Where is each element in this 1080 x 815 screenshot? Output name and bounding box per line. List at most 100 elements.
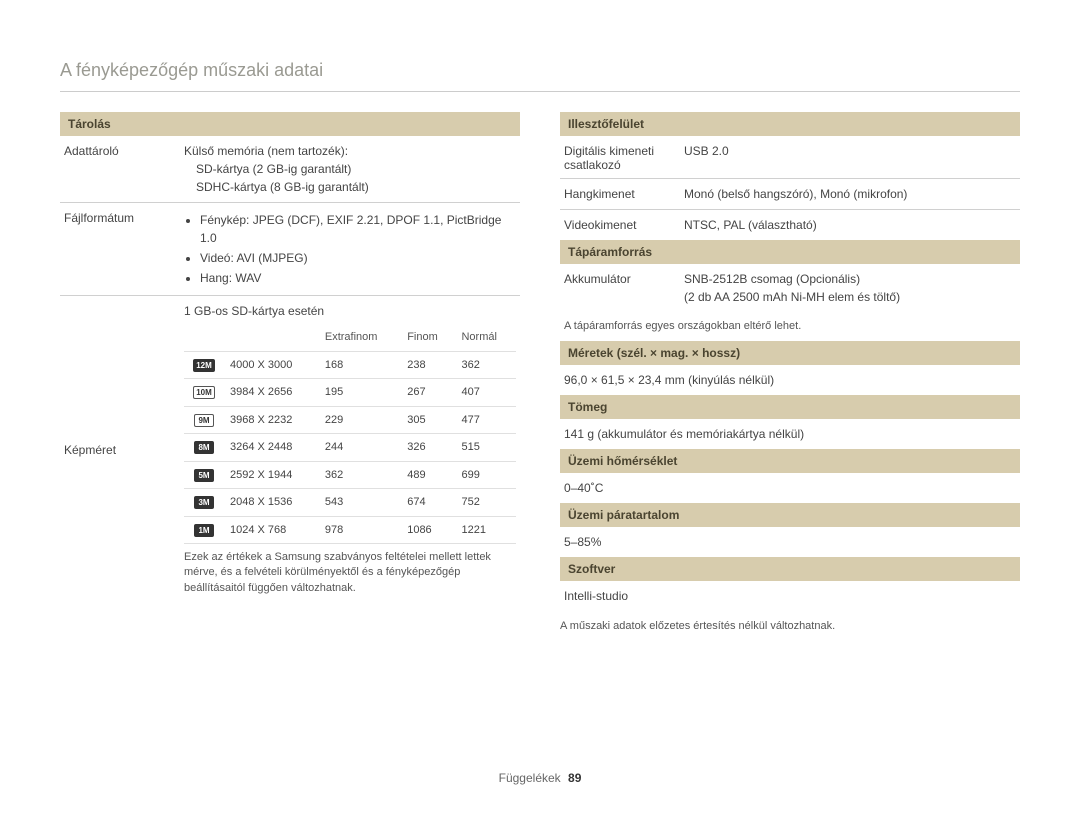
table-row: 10M 3984 X 2656195267407: [184, 379, 516, 407]
mp-icon-cell: 8M: [184, 434, 224, 462]
extra-cell: 195: [319, 379, 401, 407]
th-fine: Finom: [401, 324, 455, 351]
normal-cell: 752: [455, 489, 516, 517]
mp-icon: 3M: [194, 496, 214, 509]
section-weight-header: Tömeg: [560, 395, 1020, 419]
extra-cell: 229: [319, 406, 401, 434]
size-table-head: Extrafinom Finom Normál: [184, 324, 516, 351]
normal-cell: 699: [455, 461, 516, 489]
section-storage-header: Tárolás: [60, 112, 520, 136]
weight-value: 141 g (akkumulátor és memóriakártya nélk…: [560, 419, 1020, 449]
label-imgsize: Képméret: [64, 441, 184, 457]
mp-icon-cell: 9M: [184, 406, 224, 434]
interface-row: Digitális kimeneti csatlakozóUSB 2.0: [560, 136, 1020, 179]
columns: Tárolás Adattároló Külső memória (nem ta…: [60, 112, 1020, 634]
imgsize-note: Ezek az értékek a Samsung szabványos fel…: [184, 544, 516, 596]
extra-cell: 543: [319, 489, 401, 517]
mp-icon: 1M: [194, 524, 214, 537]
fine-cell: 305: [401, 406, 455, 434]
if-value: Monó (belső hangszóró), Monó (mikrofon): [684, 185, 1016, 203]
res-cell: 3968 X 2232: [224, 406, 319, 434]
mp-icon-cell: 10M: [184, 379, 224, 407]
section-soft-header: Szoftver: [560, 557, 1020, 581]
label-storage: Adattároló: [64, 142, 184, 158]
res-cell: 2592 X 1944: [224, 461, 319, 489]
storage-line2: SD-kártya (2 GB-ig garantált): [184, 160, 516, 178]
fine-cell: 326: [401, 434, 455, 462]
if-label: Digitális kimeneti csatlakozó: [564, 142, 684, 172]
power-line2: (2 db AA 2500 mAh Ni-MH elem és töltő): [684, 288, 1016, 306]
storage-line1: Külső memória (nem tartozék):: [184, 142, 516, 160]
normal-cell: 477: [455, 406, 516, 434]
interface-row: VideokimenetNTSC, PAL (választható): [560, 210, 1020, 240]
extra-cell: 978: [319, 516, 401, 544]
mp-icon-cell: 5M: [184, 461, 224, 489]
ff-b1: Fénykép: JPEG (DCF), EXIF 2.21, DPOF 1.1…: [200, 211, 516, 247]
ophum-value: 5–85%: [560, 527, 1020, 557]
mp-icon: 5M: [194, 469, 214, 482]
value-imgsize: 1 GB-os SD-kártya esetén Extrafinom Fino…: [184, 302, 516, 596]
res-cell: 2048 X 1536: [224, 489, 319, 517]
final-note: A műszaki adatok előzetes értesítés nélk…: [560, 611, 1020, 634]
normal-cell: 515: [455, 434, 516, 462]
page-title: A fényképezőgép műszaki adatai: [60, 60, 1020, 81]
value-fileformat: Fénykép: JPEG (DCF), EXIF 2.21, DPOF 1.1…: [184, 209, 516, 289]
th-res: [224, 324, 319, 351]
size-table: Extrafinom Finom Normál 12M 4000 X 300016…: [184, 324, 516, 544]
fine-cell: 489: [401, 461, 455, 489]
label-fileformat: Fájlformátum: [64, 209, 184, 225]
table-row: 5M 2592 X 1944362489699: [184, 461, 516, 489]
section-optemp-header: Üzemi hőmérséklet: [560, 449, 1020, 473]
table-row: 12M 4000 X 3000168238362: [184, 351, 516, 379]
if-value: USB 2.0: [684, 142, 1016, 160]
ff-b2: Videó: AVI (MJPEG): [200, 249, 516, 267]
fine-cell: 267: [401, 379, 455, 407]
mp-icon-cell: 3M: [184, 489, 224, 517]
section-ophum-header: Üzemi páratartalom: [560, 503, 1020, 527]
storage-line3: SDHC-kártya (8 GB-ig garantált): [184, 178, 516, 196]
section-power-header: Tápáramforrás: [560, 240, 1020, 264]
table-row: 1M1024 X 76897810861221: [184, 516, 516, 544]
page-number: 89: [568, 771, 581, 785]
value-power: SNB-2512B csomag (Opcionális) (2 db AA 2…: [684, 270, 1016, 306]
res-cell: 3984 X 2656: [224, 379, 319, 407]
dim-value: 96,0 × 61,5 × 23,4 mm (kinyúlás nélkül): [560, 365, 1020, 395]
table-row: 8M3264 X 2448244326515: [184, 434, 516, 462]
fine-cell: 238: [401, 351, 455, 379]
soft-value: Intelli-studio: [560, 581, 1020, 611]
mp-icon: 10M: [193, 386, 215, 399]
label-power: Akkumulátor: [564, 270, 684, 286]
section-interface-header: Illesztőfelület: [560, 112, 1020, 136]
page-content: A fényképezőgép műszaki adatai Tárolás A…: [0, 0, 1080, 634]
section-dim-header: Méretek (szél. × mag. × hossz): [560, 341, 1020, 365]
normal-cell: 362: [455, 351, 516, 379]
footer: Függelékek 89: [0, 771, 1080, 785]
row-power: Akkumulátor SNB-2512B csomag (Opcionális…: [560, 264, 1020, 312]
left-column: Tárolás Adattároló Külső memória (nem ta…: [60, 112, 520, 634]
th-extra: Extrafinom: [319, 324, 401, 351]
power-note: A tápáramforrás egyes országokban eltérő…: [560, 312, 1020, 341]
if-value: NTSC, PAL (választható): [684, 216, 1016, 234]
res-cell: 4000 X 3000: [224, 351, 319, 379]
extra-cell: 168: [319, 351, 401, 379]
normal-cell: 407: [455, 379, 516, 407]
res-cell: 1024 X 768: [224, 516, 319, 544]
mp-icon-cell: 12M: [184, 351, 224, 379]
table-row: 9M3968 X 2232229305477: [184, 406, 516, 434]
fine-cell: 1086: [401, 516, 455, 544]
interface-row: HangkimenetMonó (belső hangszóró), Monó …: [560, 179, 1020, 210]
fileformat-list: Fénykép: JPEG (DCF), EXIF 2.21, DPOF 1.1…: [184, 211, 516, 287]
title-rule: [60, 91, 1020, 92]
extra-cell: 362: [319, 461, 401, 489]
extra-cell: 244: [319, 434, 401, 462]
optemp-value: 0–40˚C: [560, 473, 1020, 503]
if-label: Hangkimenet: [564, 185, 684, 201]
if-label: Videokimenet: [564, 216, 684, 232]
footer-label: Függelékek: [499, 771, 561, 785]
right-column: Illesztőfelület Digitális kimeneti csatl…: [560, 112, 1020, 634]
row-storage: Adattároló Külső memória (nem tartozék):…: [60, 136, 520, 203]
table-row: 3M2048 X 1536543674752: [184, 489, 516, 517]
mp-icon: 12M: [193, 359, 215, 372]
res-cell: 3264 X 2448: [224, 434, 319, 462]
imgsize-intro: 1 GB-os SD-kártya esetén: [184, 302, 516, 320]
